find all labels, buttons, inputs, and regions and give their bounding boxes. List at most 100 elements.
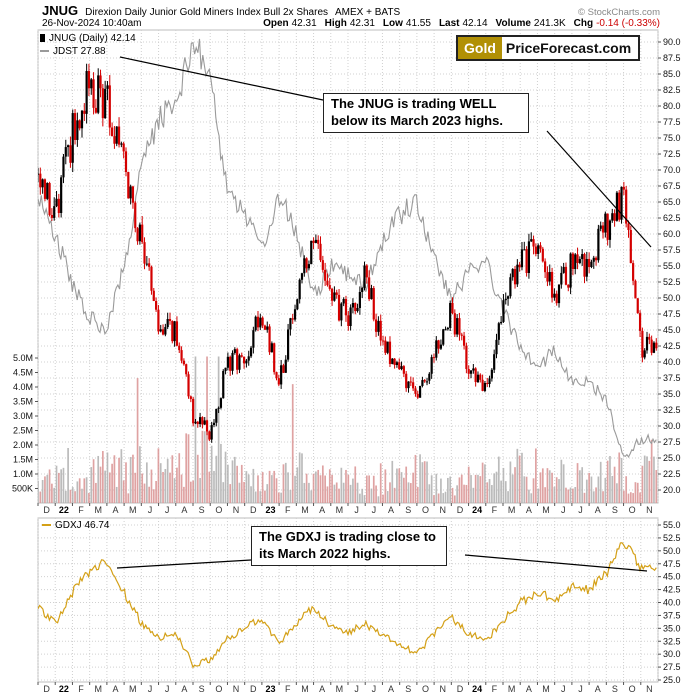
svg-text:N: N	[439, 505, 446, 515]
chart-header: JNUG Direxion Daily Junior Gold Miners I…	[42, 3, 660, 18]
copyright-notice: © StockCharts.com	[578, 7, 660, 18]
svg-text:75.0: 75.0	[663, 133, 681, 143]
svg-text:87.5: 87.5	[663, 53, 681, 63]
svg-text:A: A	[319, 684, 325, 694]
logo-text-segment: PriceForecast.com	[501, 37, 639, 59]
svg-text:J: J	[165, 684, 170, 694]
svg-text:500K: 500K	[12, 484, 33, 494]
datetime-stamp: 26-Nov-2024 10:40am	[42, 18, 142, 29]
svg-text:S: S	[405, 505, 411, 515]
svg-text:40.0: 40.0	[663, 357, 681, 367]
jnug-candles	[38, 63, 658, 443]
svg-text:42.5: 42.5	[663, 341, 681, 351]
svg-text:J: J	[372, 505, 377, 515]
svg-text:M: M	[95, 505, 103, 515]
quote-label: Low	[382, 18, 403, 29]
quote-value: 42.31	[291, 18, 317, 29]
svg-text:A: A	[181, 684, 187, 694]
gdxj-annotation-box: The GDXJ is trading close to its March 2…	[251, 526, 447, 566]
svg-text:70.0: 70.0	[663, 165, 681, 175]
svg-text:M: M	[301, 684, 309, 694]
svg-text:M: M	[129, 505, 137, 515]
svg-text:55.0: 55.0	[663, 261, 681, 271]
svg-text:F: F	[285, 505, 291, 515]
svg-text:62.5: 62.5	[663, 213, 681, 223]
svg-text:52.5: 52.5	[663, 277, 681, 287]
svg-text:N: N	[233, 684, 240, 694]
svg-text:J: J	[165, 505, 170, 515]
svg-text:M: M	[508, 684, 516, 694]
svg-text:M: M	[508, 505, 516, 515]
goldpriceforecast-logo: Gold PriceForecast.com	[456, 35, 641, 61]
svg-text:20.0: 20.0	[663, 485, 681, 495]
svg-text:S: S	[612, 684, 618, 694]
svg-text:S: S	[612, 505, 618, 515]
svg-text:A: A	[112, 684, 118, 694]
svg-text:65.0: 65.0	[663, 197, 681, 207]
svg-text:J: J	[354, 684, 359, 694]
quote-value: 42.31	[349, 18, 375, 29]
svg-text:J: J	[561, 505, 566, 515]
svg-text:F: F	[285, 684, 291, 694]
jdst-line-marker-icon	[40, 50, 49, 53]
svg-text:2.5M: 2.5M	[13, 426, 33, 436]
svg-text:D: D	[43, 505, 50, 515]
gdxj-legend-label: GDXJ 46.74	[55, 520, 110, 531]
svg-text:A: A	[388, 684, 394, 694]
jdst-legend-label: JDST 27.88	[53, 46, 106, 57]
svg-text:47.5: 47.5	[663, 309, 681, 319]
svg-text:5.0M: 5.0M	[13, 353, 33, 363]
svg-text:J: J	[561, 684, 566, 694]
svg-text:23: 23	[265, 684, 275, 694]
svg-text:47.5: 47.5	[663, 559, 681, 569]
gdxj-line-marker-icon	[42, 524, 51, 527]
svg-text:42.5: 42.5	[663, 585, 681, 595]
svg-text:22: 22	[59, 505, 69, 515]
svg-text:77.5: 77.5	[663, 117, 681, 127]
svg-text:M: M	[95, 684, 103, 694]
svg-text:A: A	[388, 505, 394, 515]
jnug-legend-label: JNUG (Daily) 42.14	[49, 33, 136, 44]
svg-text:S: S	[199, 684, 205, 694]
quote-label: High	[324, 18, 347, 29]
svg-text:J: J	[148, 505, 153, 515]
quote-value: -0.14 (-0.33%)	[596, 18, 660, 29]
ticker-symbol: JNUG	[42, 3, 79, 18]
svg-text:80.0: 80.0	[663, 101, 681, 111]
svg-text:A: A	[112, 505, 118, 515]
svg-text:85.0: 85.0	[663, 69, 681, 79]
instrument-title: Direxion Daily Junior Gold Miners Index …	[85, 7, 329, 18]
svg-text:50.0: 50.0	[663, 546, 681, 556]
gdxj-legend: GDXJ 46.74	[42, 519, 109, 532]
svg-text:A: A	[595, 505, 601, 515]
svg-text:52.5: 52.5	[663, 533, 681, 543]
svg-text:M: M	[542, 505, 550, 515]
svg-text:F: F	[492, 505, 498, 515]
svg-text:A: A	[319, 505, 325, 515]
svg-text:J: J	[372, 684, 377, 694]
svg-text:J: J	[148, 684, 153, 694]
svg-text:O: O	[422, 684, 429, 694]
quote-label: Open	[263, 18, 289, 29]
svg-text:J: J	[354, 505, 359, 515]
svg-text:O: O	[629, 505, 636, 515]
svg-text:24: 24	[472, 505, 482, 515]
svg-text:F: F	[492, 684, 498, 694]
svg-text:30.0: 30.0	[663, 421, 681, 431]
svg-text:30.0: 30.0	[663, 649, 681, 659]
svg-text:37.5: 37.5	[663, 373, 681, 383]
quote-strip: Open 42.31 High 42.31 Low 41.55 Last 42.14 Volum…	[255, 18, 660, 29]
jnug-annotation-box: The JNUG is trading WELL below its March…	[323, 93, 529, 133]
svg-text:N: N	[646, 684, 653, 694]
svg-text:M: M	[129, 684, 137, 694]
svg-text:3.5M: 3.5M	[13, 397, 33, 407]
svg-text:57.5: 57.5	[663, 245, 681, 255]
jdst-line	[38, 38, 657, 458]
logo-gold-segment: Gold	[458, 37, 502, 59]
gdxj-line	[38, 542, 657, 669]
svg-text:27.5: 27.5	[663, 437, 681, 447]
svg-text:F: F	[78, 684, 84, 694]
svg-text:J: J	[578, 684, 583, 694]
svg-text:45.0: 45.0	[663, 572, 681, 582]
